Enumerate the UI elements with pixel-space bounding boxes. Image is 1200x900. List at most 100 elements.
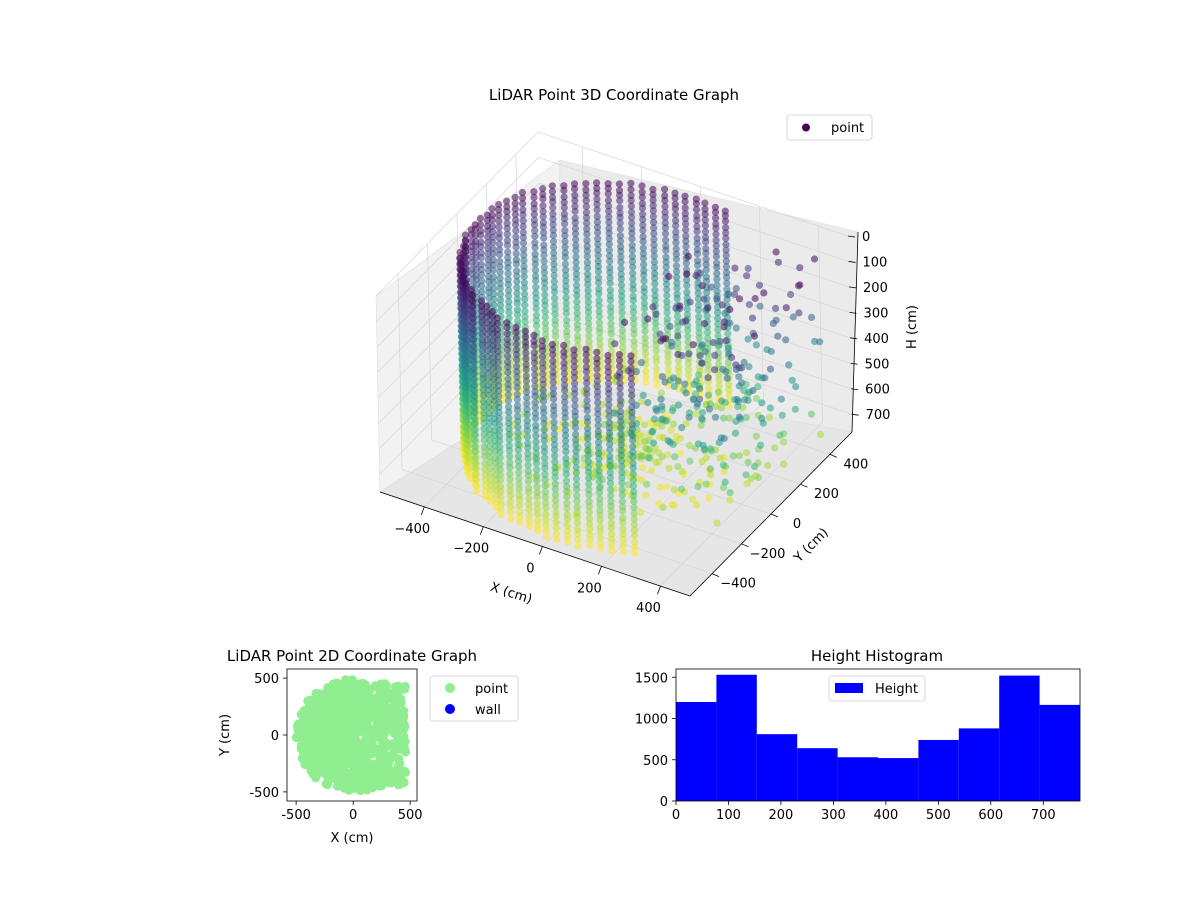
point-3d — [561, 421, 569, 429]
point-3d — [638, 204, 647, 212]
point-3d — [606, 468, 614, 476]
point-3d — [571, 230, 580, 238]
point-3d — [673, 294, 681, 302]
x-tick-label: 200 — [577, 581, 602, 596]
point-3d — [617, 430, 625, 438]
point-3d — [604, 379, 613, 388]
point-3d — [523, 410, 531, 419]
point-3d — [593, 189, 601, 197]
point-3d — [658, 416, 666, 424]
point-3d — [765, 413, 774, 421]
z-tick — [847, 235, 856, 238]
point-3d — [671, 211, 680, 219]
point-3d — [468, 247, 476, 256]
point-3d — [551, 305, 559, 313]
point-3d — [531, 382, 539, 390]
point-3d — [604, 374, 612, 382]
point-3d — [513, 406, 522, 414]
point-3d — [616, 213, 624, 221]
point-3d — [661, 378, 669, 386]
point-3d — [550, 266, 558, 274]
point-3d — [604, 351, 612, 360]
point-3d — [494, 342, 502, 350]
point-3d — [640, 277, 648, 285]
point-3d — [617, 253, 625, 261]
point-3d — [639, 464, 647, 472]
point-3d — [732, 361, 740, 369]
point-2d — [401, 767, 410, 777]
point-3d — [495, 217, 503, 225]
point-3d — [720, 434, 728, 442]
point-3d — [561, 237, 569, 246]
point-3d — [676, 449, 684, 458]
point-3d — [772, 304, 780, 312]
point-3d — [540, 246, 548, 254]
point-3d — [706, 465, 715, 473]
point-3d — [459, 273, 468, 281]
point-3d — [615, 180, 624, 188]
z-tick-label: 500 — [865, 357, 890, 372]
y-tick-label: −400 — [720, 577, 756, 592]
point-3d — [695, 318, 703, 326]
point-2d — [393, 761, 403, 771]
legend-3d-frame — [786, 114, 873, 141]
point-3d — [631, 538, 639, 546]
grid-line-z — [376, 157, 849, 322]
point-3d — [639, 391, 647, 399]
point-2d — [311, 717, 321, 727]
point-3d — [707, 283, 715, 291]
point-3d — [630, 497, 638, 505]
point-3d — [789, 313, 797, 321]
point-2d — [318, 740, 328, 750]
y-tick-label: 400 — [843, 457, 868, 472]
point-3d — [704, 304, 712, 312]
point-3d — [573, 298, 581, 306]
point-2d — [354, 780, 364, 790]
point-3d — [549, 237, 558, 246]
point-3d — [513, 395, 521, 403]
point-3d — [722, 368, 730, 376]
point-3d — [618, 497, 627, 505]
x-tick-label: 500 — [398, 808, 423, 823]
point-3d — [743, 272, 751, 280]
point-3d — [766, 404, 775, 412]
point-3d — [521, 318, 529, 326]
point-3d — [514, 429, 522, 437]
point-3d — [685, 350, 693, 358]
point-3d — [672, 239, 680, 247]
point-3d — [607, 330, 615, 338]
point-3d — [657, 389, 666, 397]
point-3d — [715, 382, 723, 390]
chart-2d: LiDAR Point 2D Coordinate Graph -500 0 500… — [218, 647, 519, 846]
point-3d — [549, 215, 557, 223]
point-2d — [391, 717, 401, 727]
point-3d — [485, 419, 493, 427]
point-3d — [477, 271, 486, 279]
point-3d — [585, 337, 593, 345]
point-3d — [497, 493, 505, 501]
point-3d — [472, 482, 481, 490]
point-3d — [593, 348, 601, 356]
point-3d — [713, 519, 721, 527]
point-3d — [550, 412, 558, 420]
point-3d — [672, 228, 680, 236]
y-tick-label: 0 — [793, 517, 801, 532]
point-3d — [582, 180, 590, 188]
point-3d — [525, 511, 533, 520]
point-3d — [628, 229, 636, 237]
point-3d — [585, 486, 593, 494]
point-3d — [514, 423, 522, 431]
point-3d — [456, 248, 464, 256]
point-3d — [692, 206, 701, 214]
point-3d — [658, 373, 667, 381]
point-3d — [505, 298, 513, 306]
point-3d — [485, 425, 493, 433]
point-3d — [513, 390, 521, 398]
point-2d — [393, 726, 403, 736]
point-3d — [552, 512, 560, 521]
point-3d — [595, 279, 603, 287]
point-3d — [532, 277, 540, 285]
point-3d — [642, 491, 650, 500]
point-3d — [752, 341, 761, 349]
point-3d — [584, 292, 592, 300]
